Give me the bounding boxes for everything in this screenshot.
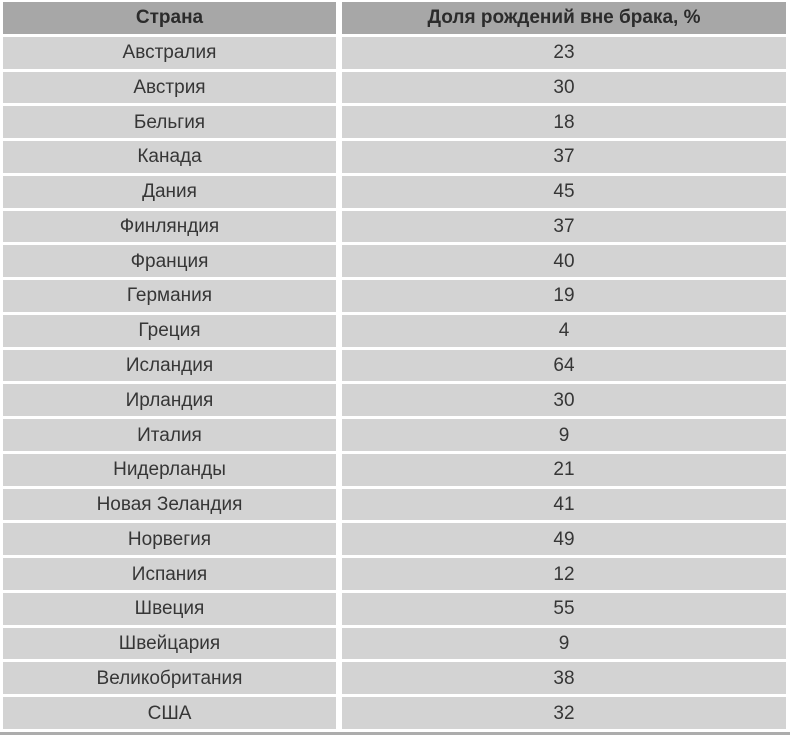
value-cell: 30 — [342, 71, 786, 104]
country-cell: Великобритания — [3, 662, 336, 695]
country-cell: Ирландия — [3, 384, 336, 417]
value-cell: 9 — [342, 419, 786, 451]
value-cell: 9 — [342, 627, 786, 660]
value-cell: 55 — [342, 592, 786, 625]
value-cell: 18 — [342, 106, 786, 139]
table-bottom-border — [0, 732, 790, 735]
value-cell: 37 — [342, 141, 786, 173]
value-cell: 37 — [342, 210, 786, 243]
column-header-out-of-wedlock-share: Доля рождений вне брака, % — [342, 2, 786, 34]
country-cell: США — [3, 697, 336, 729]
column-header-country: Страна — [3, 2, 336, 34]
value-cell: 40 — [342, 245, 786, 278]
country-cell: Швеция — [3, 592, 336, 625]
value-cell: 23 — [342, 36, 786, 69]
value-cell: 45 — [342, 175, 786, 208]
value-cell: 49 — [342, 523, 786, 556]
country-cell: Новая Зеландия — [3, 488, 336, 521]
value-cell: 4 — [342, 314, 786, 347]
value-cell: 32 — [342, 697, 786, 729]
country-cell: Австрия — [3, 71, 336, 104]
country-cell: Норвегия — [3, 523, 336, 556]
country-cell: Финляндия — [3, 210, 336, 243]
countries-table: Страна Доля рождений вне брака, % Австра… — [3, 2, 786, 729]
value-cell: 21 — [342, 453, 786, 486]
country-cell: Нидерланды — [3, 453, 336, 486]
country-cell: Италия — [3, 419, 336, 451]
country-cell: Германия — [3, 280, 336, 312]
value-cell: 12 — [342, 558, 786, 590]
country-cell: Испания — [3, 558, 336, 590]
country-cell: Дания — [3, 175, 336, 208]
value-cell: 41 — [342, 488, 786, 521]
country-cell: Австралия — [3, 36, 336, 69]
country-cell: Греция — [3, 314, 336, 347]
country-cell: Франция — [3, 245, 336, 278]
value-cell: 19 — [342, 280, 786, 312]
country-cell: Исландия — [3, 349, 336, 382]
country-cell: Швейцария — [3, 627, 336, 660]
country-cell: Бельгия — [3, 106, 336, 139]
value-cell: 38 — [342, 662, 786, 695]
value-cell: 64 — [342, 349, 786, 382]
value-cell: 30 — [342, 384, 786, 417]
country-cell: Канада — [3, 141, 336, 173]
